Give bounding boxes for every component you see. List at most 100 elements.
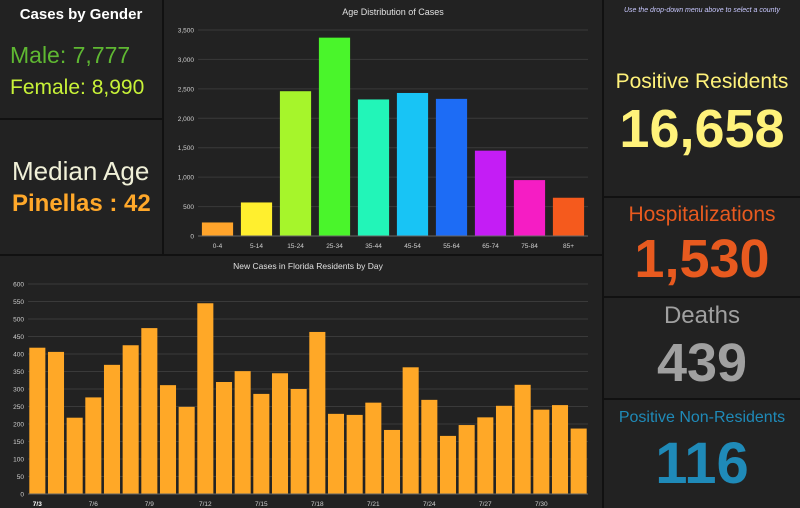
non-residents-panel: Positive Non-Residents 116 xyxy=(604,400,800,508)
bar-7-27 xyxy=(477,417,494,494)
bar-7-6 xyxy=(85,397,102,494)
chart-title: Age Distribution of Cases xyxy=(342,7,444,17)
bar-7-4 xyxy=(47,351,65,494)
bar-35-44 xyxy=(357,99,390,236)
chart-title: New Cases in Florida Residents by Day xyxy=(233,261,384,271)
x-tick-label: 7/3 xyxy=(33,501,42,508)
bar-0-4 xyxy=(201,222,234,236)
female-count: Female: 8,990 xyxy=(10,76,145,99)
x-tick-label: 7/18 xyxy=(311,501,324,508)
bar-7-24 xyxy=(421,399,438,494)
x-tick-label: 25-34 xyxy=(326,243,343,250)
bar-7-25 xyxy=(439,435,457,494)
x-tick-label: 55-64 xyxy=(443,243,460,250)
bar-7-16 xyxy=(271,373,289,494)
bar-7-3 xyxy=(29,347,46,494)
bar-7-9 xyxy=(141,328,158,494)
bar-75-84 xyxy=(513,180,546,236)
bar-8-1 xyxy=(570,428,587,494)
bar-7-18 xyxy=(309,331,326,494)
daily-cases-chart: New Cases in Florida Residents by Day 0 50… xyxy=(13,261,588,508)
median-age-title: Median Age xyxy=(12,156,150,186)
bar-7-21 xyxy=(365,402,382,494)
y-tick-label: 300 xyxy=(13,387,24,394)
hospitalizations-value: 1,530 xyxy=(634,229,770,289)
y-tick-label: 500 xyxy=(183,204,194,211)
bar-7-28 xyxy=(495,405,513,494)
bar-7-5 xyxy=(66,417,83,494)
bar-7-11 xyxy=(178,406,195,494)
age-distribution-chart: Age Distribution of Cases 0 500 1,000 1,500 2… xyxy=(178,7,588,250)
bar-7-20 xyxy=(346,414,363,494)
y-tick-label: 600 xyxy=(13,282,24,289)
bar-7-8 xyxy=(122,345,139,494)
x-tick-label: 65-74 xyxy=(482,243,499,250)
y-tick-label: 100 xyxy=(13,457,24,464)
bar-15-24 xyxy=(279,91,312,236)
y-tick-label: 3,000 xyxy=(178,57,195,64)
y-tick-label: 350 xyxy=(13,369,24,376)
hospitalizations-panel: Hospitalizations 1,530 xyxy=(604,198,800,296)
bar-7-26 xyxy=(458,425,475,494)
x-tick-label: 7/9 xyxy=(145,501,154,508)
bar-7-10 xyxy=(159,385,177,494)
bar-55-64 xyxy=(435,98,468,236)
y-tick-label: 2,000 xyxy=(178,116,195,123)
y-tick-label: 150 xyxy=(13,439,24,446)
y-tick-label: 450 xyxy=(13,334,24,341)
y-tick-label: 0 xyxy=(20,492,24,499)
x-tick-label: 7/27 xyxy=(479,501,492,508)
x-tick-label: 35-44 xyxy=(365,243,382,250)
bar-7-19 xyxy=(327,413,345,494)
y-tick-label: 50 xyxy=(17,474,25,481)
bar-7-31 xyxy=(551,405,569,494)
daily-cases-panel: New Cases in Florida Residents by Day 0 50… xyxy=(0,256,602,508)
gender-title: Cases by Gender xyxy=(19,6,143,23)
bar-7-29 xyxy=(514,384,531,494)
bar-7-14 xyxy=(234,371,251,494)
bar-65-74 xyxy=(474,150,507,236)
x-tick-label: 7/24 xyxy=(423,501,436,508)
age-distribution-panel: Age Distribution of Cases 0 500 1,000 1,500 2… xyxy=(164,0,602,254)
x-tick-label: 5-14 xyxy=(250,243,263,250)
x-tick-label: 7/6 xyxy=(89,501,98,508)
x-tick-label: 15-24 xyxy=(287,243,304,250)
y-tick-label: 1,000 xyxy=(178,175,195,182)
x-tick-label: 7/30 xyxy=(535,501,548,508)
non-residents-label: Positive Non-Residents xyxy=(618,409,786,426)
y-tick-label: 400 xyxy=(13,352,24,359)
y-tick-label: 550 xyxy=(13,299,24,306)
gender-panel: Cases by Gender Male: 7,777 Female: 8,99… xyxy=(0,0,162,118)
bar-25-34 xyxy=(318,37,351,236)
positive-residents-value: 16,658 xyxy=(619,99,785,159)
bar-45-54 xyxy=(396,92,429,236)
median-age-panel: Median Age Pinellas : 42 xyxy=(0,120,162,254)
y-tick-label: 250 xyxy=(13,404,24,411)
x-tick-label: 7/12 xyxy=(199,501,212,508)
x-tick-label: 0-4 xyxy=(213,243,223,250)
y-tick-label: 0 xyxy=(190,234,194,241)
x-tick-label: 85+ xyxy=(563,243,574,250)
male-count: Male: 7,777 xyxy=(10,42,131,68)
positive-residents-label: Positive Residents xyxy=(615,70,789,93)
median-age-value: Pinellas : 42 xyxy=(12,190,151,217)
bar-7-17 xyxy=(290,389,307,494)
deaths-value: 439 xyxy=(656,333,748,393)
bar-7-7 xyxy=(103,364,121,494)
y-tick-label: 200 xyxy=(13,422,24,429)
bar-7-13 xyxy=(215,382,233,494)
bar-7-12 xyxy=(197,303,214,494)
y-tick-label: 2,500 xyxy=(178,86,195,93)
x-tick-label: 7/15 xyxy=(255,501,268,508)
bar-85+ xyxy=(552,197,585,236)
positive-residents-panel: Use the drop-down menu above to select a… xyxy=(604,0,800,196)
y-tick-label: 1,500 xyxy=(178,145,195,152)
x-tick-label: 75-84 xyxy=(521,243,538,250)
county-select-note: Use the drop-down menu above to select a… xyxy=(623,7,781,14)
y-tick-label: 500 xyxy=(13,317,24,324)
deaths-panel: Deaths 439 xyxy=(604,298,800,398)
x-tick-label: 45-54 xyxy=(404,243,421,250)
bar-7-15 xyxy=(253,393,270,494)
x-tick-label: 7/21 xyxy=(367,501,380,508)
non-residents-value: 116 xyxy=(655,431,749,496)
